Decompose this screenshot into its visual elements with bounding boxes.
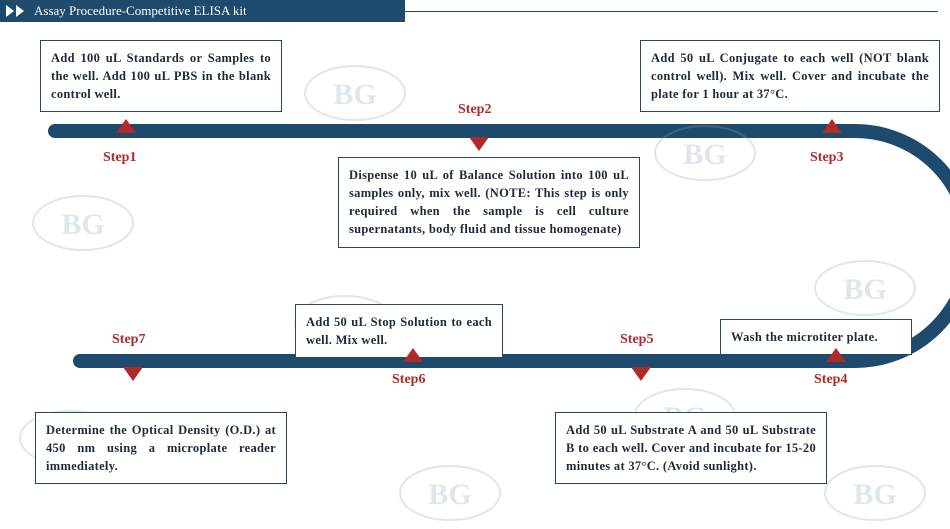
header-bar: Assay Procedure-Competitive ELISA kit xyxy=(0,0,405,22)
step-pointer-7 xyxy=(123,367,143,381)
step-label-6: Step6 xyxy=(392,372,425,388)
step-label-2: Step2 xyxy=(458,102,491,118)
step-box-6: Add 50 uL Stop Solution to each well. Mi… xyxy=(295,304,503,358)
step-box-3: Add 50 uL Conjugate to each well (NOT bl… xyxy=(640,40,940,112)
header-rule xyxy=(387,11,938,12)
diagram-canvas: BG BG BG BG BG BG BG BG BG Add 100 uL St… xyxy=(0,22,950,528)
step-label-7: Step7 xyxy=(112,332,145,348)
step-text: Wash the microtiter plate. xyxy=(731,330,878,344)
step-text: Add 50 uL Conjugate to each well (NOT bl… xyxy=(651,51,929,101)
step-label-5: Step5 xyxy=(620,332,653,348)
step-label-1: Step1 xyxy=(103,150,136,166)
step-pointer-5 xyxy=(631,367,651,381)
step-box-4: Wash the microtiter plate. xyxy=(720,319,912,355)
step-pointer-2 xyxy=(469,137,489,151)
step-text: Dispense 10 uL of Balance Solution into … xyxy=(349,168,629,236)
step-pointer-4 xyxy=(826,348,846,362)
step-box-7: Determine the Optical Density (O.D.) at … xyxy=(35,412,287,484)
step-box-1: Add 100 uL Standards or Samples to the w… xyxy=(40,40,282,112)
step-pointer-1 xyxy=(116,119,136,133)
step-text: Add 50 uL Stop Solution to each well. Mi… xyxy=(306,315,492,347)
step-box-5: Add 50 uL Substrate A and 50 uL Substrat… xyxy=(555,412,827,484)
step-label-3: Step3 xyxy=(810,150,843,166)
step-pointer-6 xyxy=(403,348,423,362)
step-text: Add 100 uL Standards or Samples to the w… xyxy=(51,51,271,101)
step-box-2: Dispense 10 uL of Balance Solution into … xyxy=(338,157,640,248)
chevron-right-icon xyxy=(6,5,26,17)
page-title: Assay Procedure-Competitive ELISA kit xyxy=(34,3,247,19)
step-text: Determine the Optical Density (O.D.) at … xyxy=(46,423,276,473)
step-pointer-3 xyxy=(822,119,842,133)
header: Assay Procedure-Competitive ELISA kit xyxy=(0,0,405,22)
step-label-4: Step4 xyxy=(814,372,847,388)
step-text: Add 50 uL Substrate A and 50 uL Substrat… xyxy=(566,423,816,473)
